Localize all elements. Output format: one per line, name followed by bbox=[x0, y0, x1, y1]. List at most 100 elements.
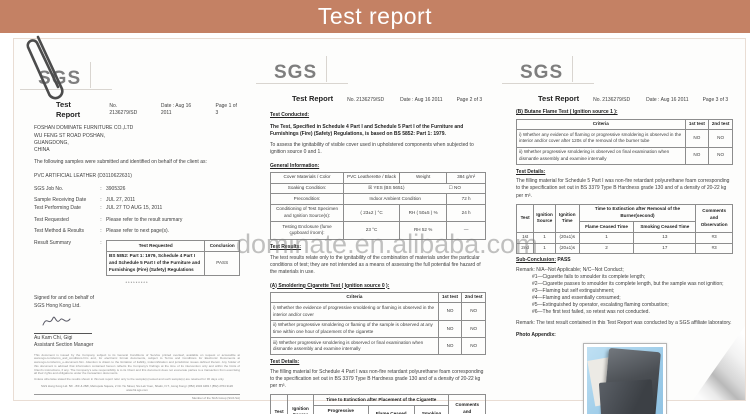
table-header-row: Test Ignition Source Time to Extinction … bbox=[269, 394, 486, 414]
field-job-no: SGS Job No. : 3905326 bbox=[34, 186, 240, 193]
test-conducted-text-1: The Test, Specified in Schedule 4 Part I… bbox=[270, 123, 464, 137]
result-cell: NO bbox=[708, 146, 733, 165]
remarks-block: Remark: N/A--Not Applicable; N/C--Not Co… bbox=[516, 267, 733, 316]
col-header-span: Time to Extinction after Removal of the … bbox=[578, 203, 697, 223]
report-number: No. 2136279/SD bbox=[347, 96, 385, 103]
field-performing-date: Test Performing Date : JUL 27 TO AUG 15,… bbox=[34, 205, 240, 212]
remark-line: #1—Cigarette fails to smoulder its compl… bbox=[532, 274, 646, 281]
criteria-cell: iii) Whether progressive smoldering is o… bbox=[270, 337, 439, 356]
logo-hline bbox=[20, 88, 112, 90]
col-header: Criteria bbox=[516, 118, 686, 131]
signer-name: Au Kam Chi, Gigi bbox=[34, 335, 73, 342]
butane-criteria-table: Criteria 1st test 2nd test i) Whether an… bbox=[516, 118, 733, 165]
info-cell: 23 °C bbox=[343, 221, 400, 240]
burner-time-table: Test Ignition Source Ignition Time Time … bbox=[515, 203, 733, 255]
info-cell: 72 h bbox=[446, 193, 486, 205]
table-row: i) Whether any evidence of flaming or pr… bbox=[516, 129, 733, 148]
cell: #3 bbox=[695, 231, 733, 244]
remark-line: #3—Flaming but self extinguishment; bbox=[532, 288, 615, 295]
section-smoldering-test: (A) Smoldering Cigarette Test ( Ignition… bbox=[270, 282, 390, 289]
info-cell: Conditioning of Test Specimen and Igniti… bbox=[269, 203, 345, 223]
field-label: Result Summary bbox=[34, 240, 71, 247]
criteria-cell: ii) Whether progressive smoldering is ob… bbox=[516, 146, 686, 165]
report-date: Date : Aug 16 2011 bbox=[160, 102, 192, 116]
section-test-details: Test Details: bbox=[516, 168, 546, 175]
logo-hline bbox=[256, 82, 348, 84]
report-page-indicator: Page 2 of 3 bbox=[456, 96, 483, 103]
report-page-2: SGS Test Report No. 2136279/SD Date : Au… bbox=[254, 39, 500, 414]
field-label: SGS Job No. bbox=[34, 185, 64, 192]
criteria-cell: i) Whether any evidence of flaming or pr… bbox=[516, 129, 686, 148]
col-header: 1st test bbox=[684, 118, 710, 131]
table-row: Cover Materials / Color PVC Leatherette … bbox=[269, 171, 486, 184]
field-label: Test Method & Results bbox=[34, 227, 85, 234]
logo-vline bbox=[572, 56, 573, 82]
test-requested-cell: BS 5852: Part 1: 1979, Schedule 4 Part I… bbox=[105, 250, 206, 276]
report-title: Test Report bbox=[538, 93, 580, 103]
footer-disclaimer-2: Unless otherwise stated the results show… bbox=[34, 376, 225, 381]
col-subheader: Smoking Ceased Time bbox=[633, 221, 697, 233]
report-sheet: dominate.en.alibaba.com SGS Test Report … bbox=[13, 35, 746, 414]
col-header: Conclusion bbox=[204, 240, 240, 252]
test-results-text: The test results relate only to the igni… bbox=[270, 254, 481, 276]
info-cell: Indoor Ambient Condition bbox=[343, 193, 448, 205]
signature-block: Signed for and on behalf of SGS Hong Kon… bbox=[34, 295, 240, 349]
col-header: Test bbox=[515, 203, 535, 233]
section-butane-test: (B) Butane Flame Test ( Ignition source … bbox=[516, 109, 618, 116]
colon: : bbox=[100, 185, 102, 192]
table-row: ii) Whether progressive smoldering or fl… bbox=[270, 319, 486, 339]
remark-line: #6—The first test failed, so retest was … bbox=[532, 309, 650, 316]
sub-conclusion: Sub-Conclusion: PASS bbox=[516, 257, 733, 264]
section-general-information: General Information: bbox=[270, 162, 320, 169]
col-header: Test Requested bbox=[105, 240, 206, 252]
cell: 1 bbox=[533, 242, 556, 255]
col-subheader: Flame Ceased Time(second) bbox=[367, 405, 415, 414]
client-province: GUANGDONG, bbox=[34, 139, 69, 146]
table-row: Conditioning of Test Specimen and Igniti… bbox=[269, 203, 486, 223]
field-value: JUL 27, 2011 bbox=[106, 197, 136, 204]
table-header-row: Criteria 1st test 2nd test bbox=[270, 291, 486, 304]
col-subheader: Smoking Ceased Time bbox=[413, 405, 450, 414]
table-row: BS 5852: Part 1: 1979, Schedule 4 Part I… bbox=[105, 250, 240, 276]
cell: (20±1)s bbox=[554, 231, 580, 244]
page-footer: This document is issued by the Company s… bbox=[34, 350, 240, 401]
separator: ********* bbox=[125, 279, 149, 285]
result-cell: NO bbox=[437, 337, 463, 356]
result-cell: NO bbox=[684, 146, 710, 165]
cell: 1 bbox=[578, 231, 635, 244]
field-value: Please refer to the result summary bbox=[106, 216, 183, 223]
conclusion-cell: PASS bbox=[204, 250, 240, 276]
remark-line: #4—Flaming and essentially consumed; bbox=[532, 295, 621, 302]
field-value: 3905326 bbox=[106, 185, 126, 192]
sgs-logo: SGS bbox=[502, 56, 594, 87]
info-cell: RH 52 % bbox=[398, 221, 448, 240]
info-cell-soaking: ☒ YES (BS 5651) ☐ NO bbox=[343, 182, 486, 195]
col-header: Comments and Observation bbox=[448, 394, 486, 414]
checkbox-no: ☐ NO bbox=[448, 185, 461, 191]
table-row: Soaking Condition: ☒ YES (BS 5651) ☐ NO bbox=[269, 182, 486, 195]
info-cell: PVC Leatherette / Black bbox=[343, 171, 400, 184]
info-cell: 384 g/m² bbox=[446, 171, 486, 184]
logo-hline bbox=[502, 82, 594, 84]
result-summary-table: Test Requested Conclusion BS 5852: Part … bbox=[105, 240, 240, 276]
section-test-conducted: Test Conducted: bbox=[270, 112, 310, 119]
client-address: FOSHAN DOMINATE FURNITURE CO.,LTD WU FEN… bbox=[34, 125, 240, 154]
signed-for-line1: Signed for and on behalf of bbox=[34, 295, 95, 302]
info-cell: ( 23±2 ) °C bbox=[343, 203, 400, 223]
photo-appendix bbox=[582, 342, 667, 414]
field-label: Sample Receiving Date bbox=[34, 197, 87, 204]
footer-member: Member of the SGS Group (SGS SA) bbox=[192, 396, 240, 401]
cell: 2nd bbox=[515, 242, 535, 255]
table-header-row: Criteria 1st test 2nd test bbox=[516, 118, 733, 131]
remark-line: #5—Extinguished by operator, escalating … bbox=[532, 302, 669, 309]
page-title: Test report bbox=[317, 3, 433, 29]
result-cell: NO bbox=[708, 129, 733, 148]
result-cell: NO bbox=[461, 337, 486, 356]
general-information-table: Cover Materials / Color PVC Leatherette … bbox=[269, 171, 486, 240]
logo-vline bbox=[90, 62, 91, 88]
cell: 13 bbox=[633, 231, 697, 244]
col-subheader: Progressive Smouldering Time(second) bbox=[312, 405, 369, 414]
table-row: Precondition: Indoor Ambient Condition 7… bbox=[269, 193, 486, 205]
photo-appendix-label: Photo Appendix: bbox=[516, 331, 556, 338]
